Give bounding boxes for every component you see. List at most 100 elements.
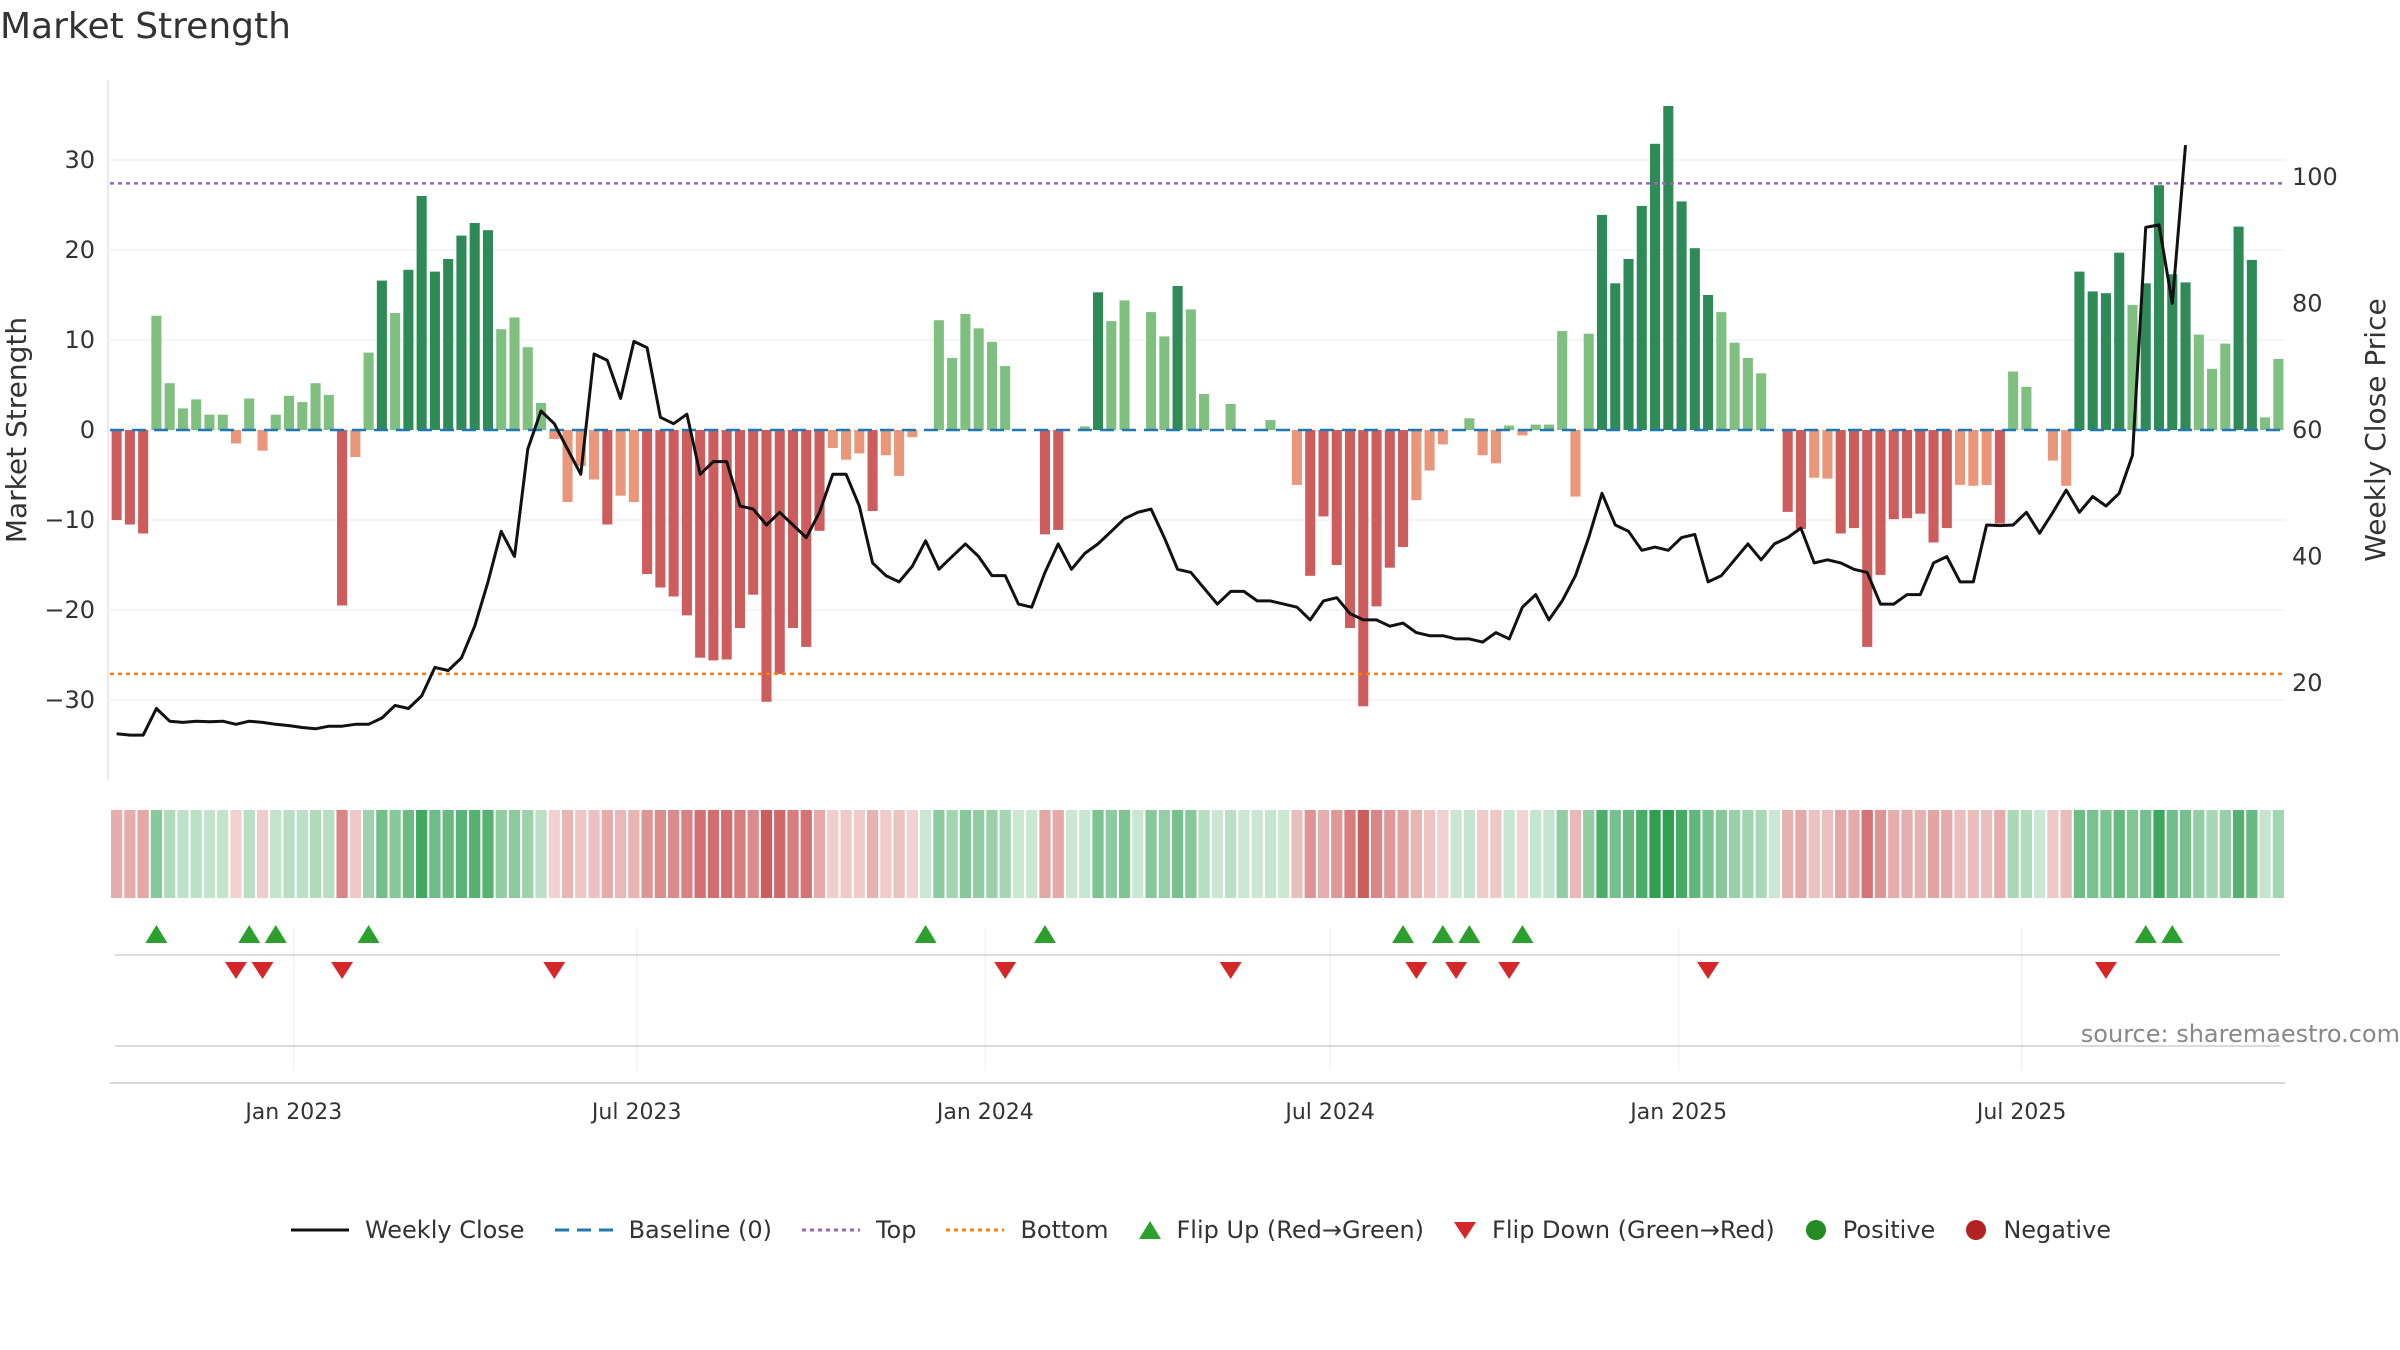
shade-cell <box>1092 810 1104 898</box>
strength-bar <box>1968 430 1979 486</box>
shade-cell <box>853 810 865 898</box>
shade-cell <box>455 810 468 898</box>
x-tick-label: Jul 2024 <box>1283 1100 1375 1125</box>
legend-label: Negative <box>2003 1216 2112 1244</box>
shade-cell <box>2034 810 2046 898</box>
flip-down-marker <box>224 962 247 979</box>
shade-cell <box>1118 810 1131 898</box>
strength-bar <box>337 430 348 606</box>
flip-up-marker <box>1458 925 1481 943</box>
strength-bar <box>1411 430 1422 501</box>
shade-cell <box>840 810 852 898</box>
strength-bar <box>1941 430 1952 529</box>
shade-cell <box>2047 810 2059 898</box>
strength-bar <box>2021 386 2032 430</box>
y-right-tick-label: 100 <box>2292 163 2338 191</box>
x-tick-label: Jan 2024 <box>935 1100 1034 1125</box>
shade-cell <box>721 810 733 898</box>
shade-cell <box>1238 810 1250 898</box>
shade-cell <box>1994 810 2006 898</box>
x-tick-label: Jan 2025 <box>1628 1100 1727 1125</box>
shade-cell <box>2126 810 2139 898</box>
strength-bar <box>1756 373 1767 430</box>
shade-cell <box>1145 810 1157 898</box>
shade-cell <box>893 810 905 898</box>
shade-cell <box>641 810 653 898</box>
strength-bar <box>1185 309 1196 430</box>
shade-cell <box>707 810 720 898</box>
strength-bar <box>1729 342 1740 430</box>
shade-cell <box>1039 810 1051 898</box>
shade-cell <box>495 810 507 898</box>
strength-bar <box>549 430 560 439</box>
shade-cell <box>1888 810 1900 898</box>
shade-cell <box>1437 810 1449 898</box>
strength-bar <box>2114 252 2125 430</box>
shade-cell <box>2272 810 2284 898</box>
strength-bar <box>1742 358 1753 430</box>
strength-bar <box>814 430 825 531</box>
shade-cell <box>402 810 415 898</box>
strength-bar <box>363 352 374 430</box>
shade-cell <box>1543 810 1555 898</box>
y-left-tick-label: 0 <box>80 416 95 444</box>
strength-bar <box>1862 430 1873 647</box>
legend-item: Flip Up (Red→Green) <box>1137 1216 1424 1244</box>
strength-bar <box>708 430 719 661</box>
shade-cell <box>919 810 932 898</box>
strength-bar <box>880 430 891 456</box>
strength-bar <box>151 315 162 430</box>
flip-down-marker <box>1219 962 1242 979</box>
shade-cell <box>1026 810 1038 898</box>
strength-bar <box>469 223 480 430</box>
strength-bar <box>2074 271 2085 430</box>
legend-triangle-down <box>1454 1222 1477 1239</box>
flip-down-marker <box>251 962 274 979</box>
shade-cell <box>2179 810 2192 898</box>
strength-bar <box>748 430 759 595</box>
strength-bar <box>1835 430 1846 534</box>
legend-label: Baseline (0) <box>628 1216 772 1244</box>
strength-bar <box>695 430 706 658</box>
strength-bar <box>1119 300 1130 430</box>
strength-bar <box>111 430 122 520</box>
strength-bar <box>416 196 427 430</box>
strength-bar <box>1703 295 1714 430</box>
legend-label: Top <box>875 1216 917 1244</box>
strength-bar <box>854 430 865 454</box>
strength-bar <box>933 320 944 430</box>
shade-cell <box>1835 810 1847 898</box>
strength-bar <box>721 430 732 660</box>
shade-cell <box>1702 810 1714 898</box>
legend-symbol <box>1966 1220 1987 1240</box>
legend-symbol <box>946 1228 1005 1232</box>
strength-bar <box>2273 358 2284 430</box>
shade-cell <box>203 810 216 898</box>
shade-cell <box>694 810 706 898</box>
strength-bar <box>177 408 188 430</box>
strength-bar <box>2153 185 2165 430</box>
shade-cell <box>1012 810 1025 898</box>
strength-bar <box>522 347 533 430</box>
strength-bar <box>1623 259 1634 430</box>
strength-bar <box>244 398 255 430</box>
shade-cell <box>654 810 667 898</box>
shade-cell <box>217 810 229 898</box>
flip-down-marker <box>331 962 354 979</box>
shade-cell <box>1079 810 1091 898</box>
shade-cell <box>243 810 255 898</box>
strength-bar <box>1371 430 1382 607</box>
shade-cell <box>973 810 985 898</box>
shade-cell <box>866 810 879 898</box>
shade-cell <box>1755 810 1767 898</box>
strength-bar <box>841 430 852 460</box>
strength-bar <box>562 430 573 502</box>
strength-bar <box>1901 430 1913 519</box>
shade-cell <box>190 810 202 898</box>
shade-cell <box>1530 810 1542 898</box>
shade-cell <box>1410 810 1422 898</box>
strength-bar <box>1464 418 1475 430</box>
strength-bar <box>2246 259 2257 430</box>
legend-label: Positive <box>1842 1216 1936 1244</box>
shade-cell <box>2246 810 2258 898</box>
